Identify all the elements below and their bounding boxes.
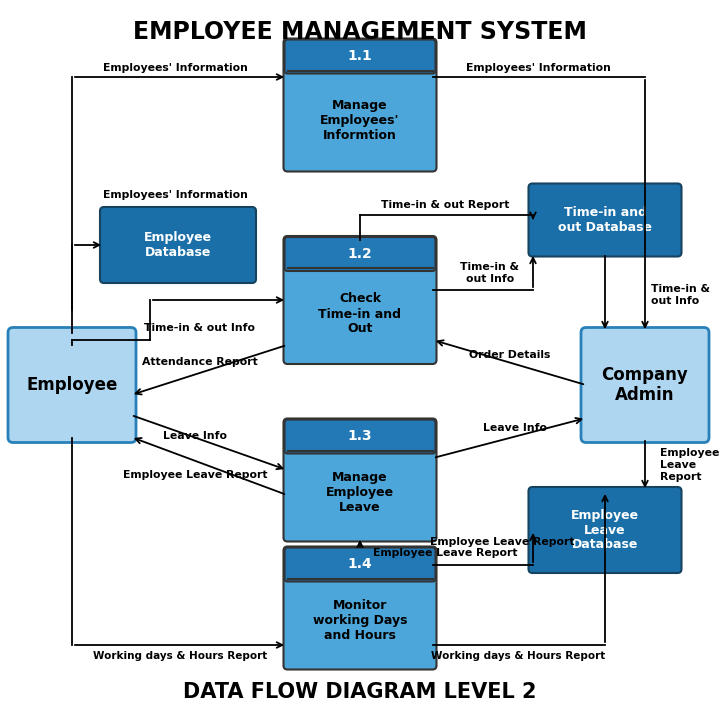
Text: Company
Admin: Company Admin bbox=[602, 366, 688, 405]
FancyBboxPatch shape bbox=[8, 328, 136, 443]
Text: Order Details: Order Details bbox=[469, 350, 551, 360]
Text: Time-in &
out Info: Time-in & out Info bbox=[651, 284, 710, 306]
FancyBboxPatch shape bbox=[100, 207, 256, 283]
Text: Employees' Information: Employees' Information bbox=[102, 63, 248, 73]
Text: Working days & Hours Report: Working days & Hours Report bbox=[431, 651, 605, 661]
Text: Attendance Report: Attendance Report bbox=[142, 357, 258, 367]
Text: Employees' Information: Employees' Information bbox=[466, 63, 611, 73]
FancyBboxPatch shape bbox=[528, 184, 682, 256]
FancyBboxPatch shape bbox=[284, 418, 436, 541]
FancyBboxPatch shape bbox=[284, 547, 436, 582]
Text: Employee
Database: Employee Database bbox=[144, 231, 212, 259]
Text: Time-in & out Info: Time-in & out Info bbox=[145, 323, 256, 333]
Text: 1.2: 1.2 bbox=[348, 247, 372, 261]
FancyBboxPatch shape bbox=[284, 546, 436, 670]
Text: DATA FLOW DIAGRAM LEVEL 2: DATA FLOW DIAGRAM LEVEL 2 bbox=[184, 682, 536, 702]
Text: Employee
Leave
Database: Employee Leave Database bbox=[571, 508, 639, 552]
Text: Leave Info: Leave Info bbox=[163, 431, 227, 441]
Text: Time-in & out Report: Time-in & out Report bbox=[381, 200, 509, 210]
FancyBboxPatch shape bbox=[284, 236, 436, 364]
Text: Employees' Information: Employees' Information bbox=[102, 190, 248, 200]
Text: Employee Leave Report: Employee Leave Report bbox=[373, 548, 517, 558]
Text: 1.4: 1.4 bbox=[348, 557, 372, 572]
FancyBboxPatch shape bbox=[528, 487, 682, 573]
Text: EMPLOYEE MANAGEMENT SYSTEM: EMPLOYEE MANAGEMENT SYSTEM bbox=[133, 20, 587, 44]
Text: Manage
Employees'
Informtion: Manage Employees' Informtion bbox=[320, 99, 400, 142]
Text: Working days & Hours Report: Working days & Hours Report bbox=[93, 651, 267, 661]
Text: 1.3: 1.3 bbox=[348, 430, 372, 444]
Text: Check
Time-in and
Out: Check Time-in and Out bbox=[318, 292, 402, 336]
Text: 1.1: 1.1 bbox=[348, 50, 372, 63]
Text: Employee Leave Report: Employee Leave Report bbox=[122, 470, 267, 480]
Text: Employee: Employee bbox=[27, 376, 117, 394]
Text: Monitor
working Days
and Hours: Monitor working Days and Hours bbox=[312, 599, 408, 642]
Text: Time-in &
out Info: Time-in & out Info bbox=[461, 262, 520, 284]
Text: Employee
Leave
Report: Employee Leave Report bbox=[660, 449, 719, 482]
Text: Leave Info: Leave Info bbox=[483, 423, 547, 433]
Text: Manage
Employee
Leave: Manage Employee Leave bbox=[326, 472, 394, 514]
FancyBboxPatch shape bbox=[284, 38, 436, 171]
FancyBboxPatch shape bbox=[284, 420, 436, 454]
FancyBboxPatch shape bbox=[284, 237, 436, 271]
FancyBboxPatch shape bbox=[581, 328, 709, 443]
FancyBboxPatch shape bbox=[284, 40, 436, 73]
Text: Employee Leave Report: Employee Leave Report bbox=[430, 537, 575, 547]
Text: Time-in and
out Database: Time-in and out Database bbox=[558, 206, 652, 234]
